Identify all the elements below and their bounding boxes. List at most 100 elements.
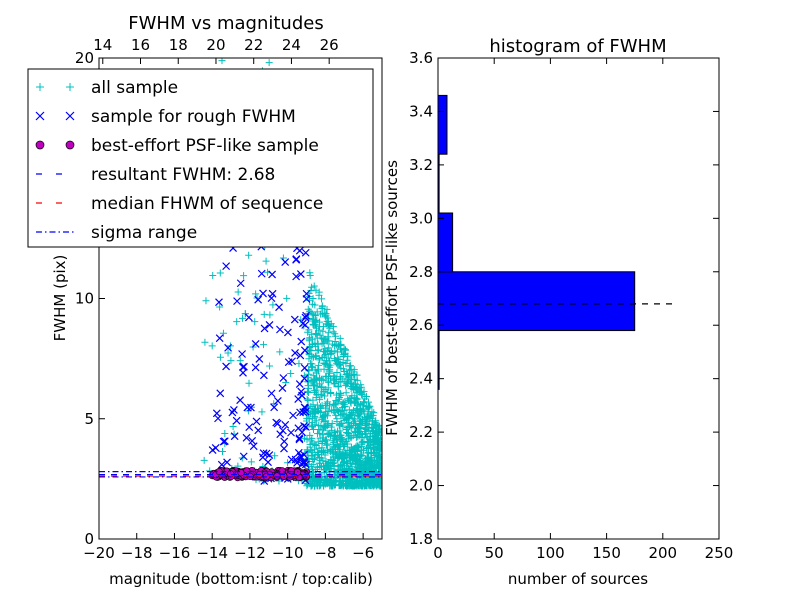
histogram-y-tick-label: 2.6 [409, 316, 433, 334]
all-sample-point [344, 373, 352, 381]
all-sample-point [309, 401, 317, 409]
all-sample-point [315, 421, 323, 429]
rough-sample-point [294, 424, 303, 433]
all-sample-point [341, 466, 349, 474]
all-sample-point [317, 334, 325, 342]
all-sample-point [320, 365, 328, 373]
legend-label: resultant FWHM: 2.68 [91, 165, 275, 185]
all-sample-point [317, 463, 325, 471]
all-sample-point [358, 451, 366, 459]
all-sample-point [236, 357, 244, 365]
all-sample-point [340, 458, 348, 466]
all-sample-point [287, 369, 295, 377]
all-sample-point [318, 340, 326, 348]
all-sample-point [283, 294, 291, 302]
legend-item: all sample [36, 78, 178, 98]
all-sample-point [329, 328, 337, 336]
all-sample-point [346, 465, 354, 473]
legend-item: best-effort PSF-like sample [35, 136, 319, 156]
rough-sample-point [258, 453, 267, 462]
all-sample-point [303, 347, 311, 355]
all-sample-point [334, 427, 342, 435]
all-sample-point [343, 446, 351, 454]
all-sample-point [352, 394, 360, 402]
all-sample-point [353, 478, 361, 486]
all-sample-point [309, 425, 317, 433]
all-sample-point [323, 305, 331, 313]
legend-plus-marker [36, 83, 44, 91]
all-sample-point [314, 438, 322, 446]
rough-sample-point [265, 321, 274, 329]
all-sample-point [308, 474, 316, 482]
all-sample-point [258, 408, 266, 416]
rough-sample-point [265, 451, 274, 459]
all-sample-point [229, 423, 237, 431]
all-sample-point [337, 373, 345, 381]
all-sample-point [330, 380, 338, 388]
all-sample-point [295, 360, 303, 368]
rough-sample-point [252, 417, 261, 426]
all-sample-point [326, 402, 334, 410]
rough-sample-point [278, 426, 287, 435]
histogram-y-tick-label: 2.2 [409, 423, 433, 441]
all-sample-point [311, 312, 319, 320]
scatter-x-tick-label: −16 [159, 544, 191, 562]
all-sample-point [361, 424, 369, 432]
scatter-plot: FWHM vs magnitudes magnitude (bottom:isn… [27, 13, 383, 588]
scatter-x-tick-label: −8 [314, 544, 336, 562]
all-sample-point [342, 346, 350, 354]
rough-sample-point [251, 339, 260, 348]
scatter-x-tick-label: −14 [196, 544, 228, 562]
rough-sample-point [208, 446, 217, 455]
all-sample-point [362, 444, 370, 452]
all-sample-point [309, 295, 317, 303]
all-sample-point [349, 446, 357, 454]
all-sample-point [350, 419, 358, 427]
all-sample-point [358, 440, 366, 448]
all-sample-point [341, 454, 349, 462]
all-sample-point [308, 465, 316, 473]
scatter-ylabel: FWHM (pix) [51, 255, 69, 342]
rough-sample-point [295, 434, 304, 443]
all-sample-point [360, 388, 368, 396]
all-sample-point [319, 456, 327, 464]
all-sample-point [376, 458, 382, 466]
all-sample-point [202, 297, 210, 305]
histogram-plot: histogram of FWHM number of sources FWHM… [383, 36, 733, 588]
scatter-top-tick-label: 26 [320, 36, 339, 54]
rough-sample-point [294, 448, 303, 457]
rough-sample-point [243, 403, 252, 412]
all-sample-point [309, 353, 317, 361]
all-sample-point [367, 449, 375, 457]
all-sample-point [266, 362, 274, 370]
all-sample-point [312, 343, 320, 351]
all-sample-point [347, 380, 355, 388]
all-sample-point [337, 431, 345, 439]
rough-sample-point [239, 368, 247, 377]
all-sample-point [322, 335, 330, 343]
histogram-x-tick-label: 200 [648, 544, 677, 562]
rough-sample-point [215, 298, 223, 307]
all-sample-point [326, 322, 334, 330]
all-sample-point [339, 353, 347, 361]
all-sample-point [284, 459, 292, 467]
all-sample-point [312, 286, 320, 294]
all-sample-point [330, 408, 338, 416]
all-sample-point [319, 376, 327, 384]
all-sample-point [350, 398, 358, 406]
all-sample-point [370, 462, 378, 470]
all-sample-point [321, 423, 329, 431]
histogram-xlabel: number of sources [508, 570, 648, 588]
all-sample-point [328, 420, 336, 428]
rough-sample-point [248, 436, 257, 445]
all-sample-point [369, 412, 377, 420]
scatter-y-tick-label: 20 [75, 49, 94, 67]
all-sample-point [347, 411, 355, 419]
all-sample-point [340, 368, 348, 376]
all-sample-point [313, 308, 321, 316]
all-sample-point [209, 271, 217, 279]
rough-sample-point [245, 423, 254, 432]
all-sample-point [364, 453, 372, 461]
all-sample-point [362, 414, 370, 422]
all-sample-point [303, 387, 311, 395]
